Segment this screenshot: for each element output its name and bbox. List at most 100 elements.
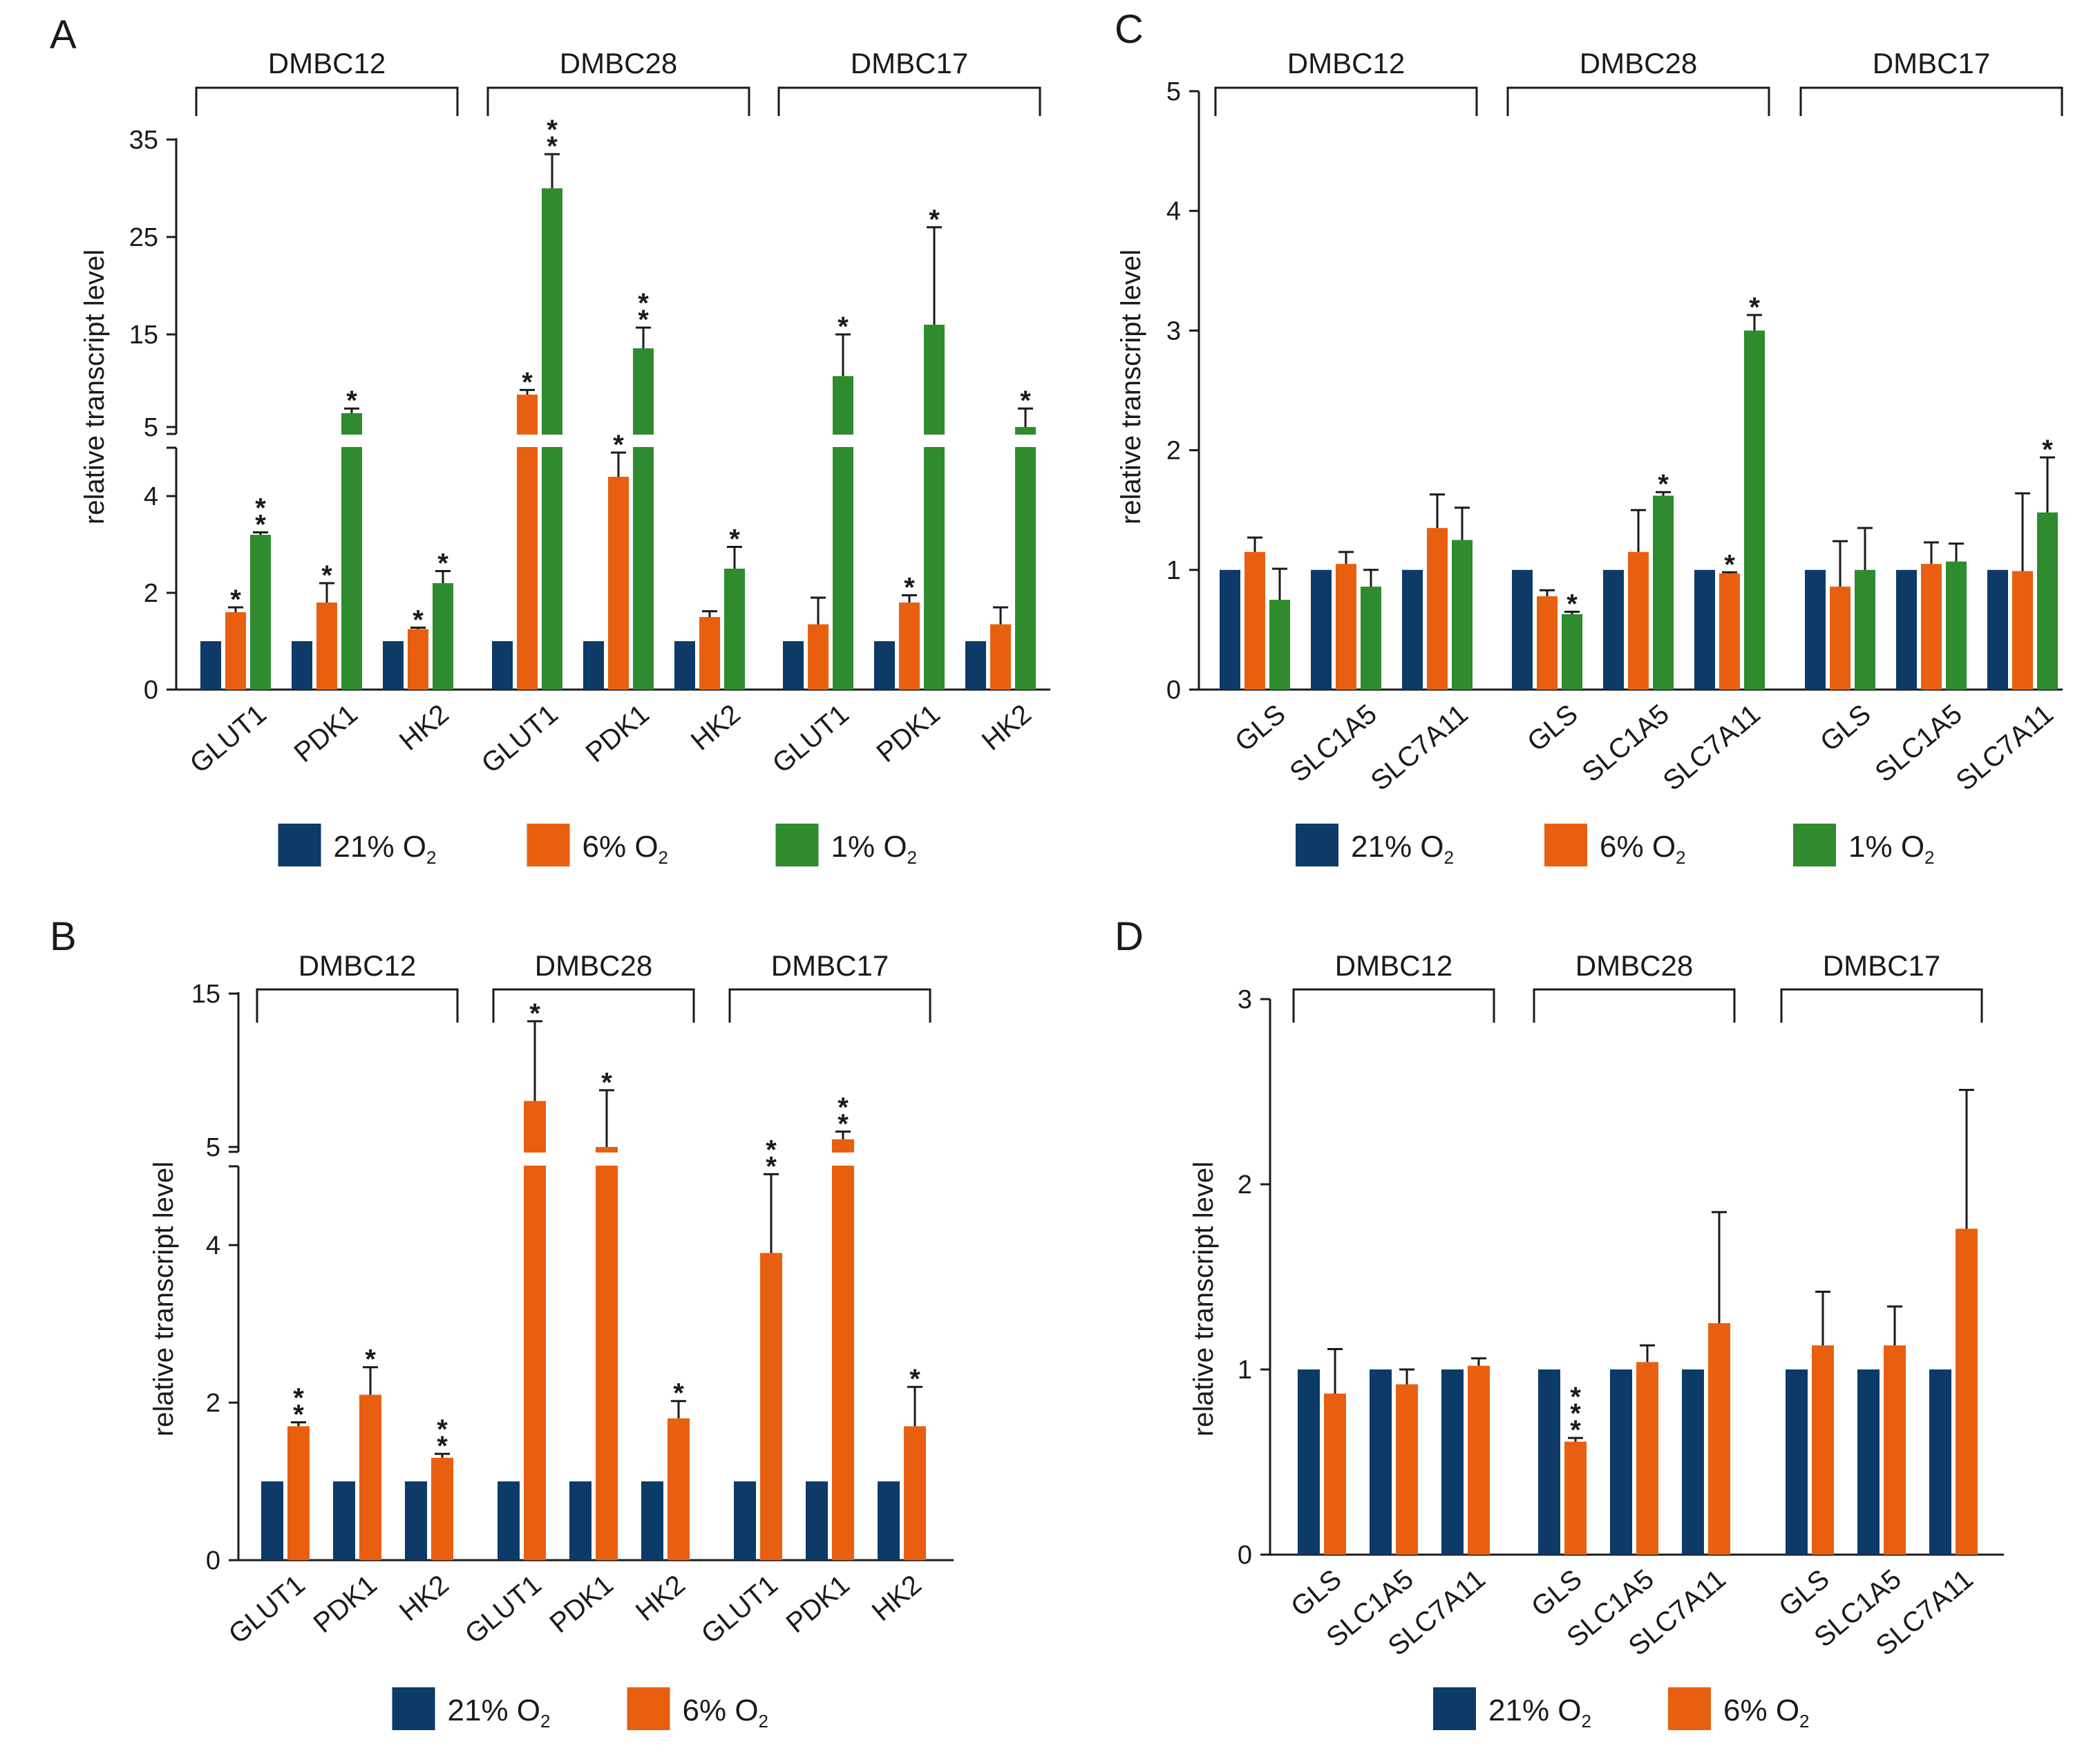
bar	[333, 1481, 355, 1560]
bar	[1857, 1369, 1880, 1555]
y-tick-label: 15	[191, 980, 220, 1009]
legend-subscript: 2	[1582, 1711, 1591, 1732]
legend-swatch	[775, 824, 819, 866]
bar	[2037, 512, 2058, 690]
legend-subscript: 2	[1799, 1711, 1809, 1732]
bar	[250, 535, 271, 690]
bar-axis-break	[341, 435, 363, 447]
significance-star: *	[837, 1109, 849, 1139]
bar	[608, 477, 629, 690]
significance-star: *	[346, 386, 357, 416]
legend-subscript: 2	[1924, 847, 1934, 868]
group-label: DMBC12	[1335, 949, 1452, 982]
bar	[1719, 573, 1740, 690]
significance-star: *	[613, 430, 624, 460]
bar	[1921, 564, 1942, 690]
significance-star: *	[2042, 435, 2053, 465]
bar	[1468, 1365, 1490, 1555]
bar	[783, 641, 804, 690]
significance-star: *	[638, 305, 649, 335]
bar	[492, 641, 513, 690]
panel-letter: C	[1115, 7, 1144, 52]
bar	[668, 1418, 690, 1560]
legend-label: 6% O2	[1723, 1694, 1810, 1732]
legend-label: 1% O2	[1848, 830, 1935, 868]
bar	[1538, 1369, 1560, 1555]
y-tick-label: 3	[1166, 316, 1181, 345]
bar	[734, 1481, 756, 1560]
significance-star: *	[729, 524, 740, 555]
bar	[316, 603, 337, 690]
bar	[341, 412, 362, 690]
bar	[1708, 1323, 1730, 1555]
bar	[2012, 571, 2033, 690]
bar-axis-break	[516, 435, 538, 447]
bar	[1537, 596, 1558, 690]
y-axis-label: relative transcript level	[79, 249, 110, 524]
bar	[498, 1481, 520, 1560]
legend-swatch	[1793, 824, 1836, 866]
bar	[899, 603, 920, 690]
y-tick-label: 5	[144, 413, 158, 442]
bar	[674, 641, 695, 690]
y-tick-label: 3	[1238, 985, 1252, 1014]
significance-star: *	[837, 1092, 849, 1123]
legend-subscript: 2	[907, 847, 917, 868]
bar-axis-break	[523, 1153, 547, 1166]
panel-letter: B	[50, 914, 77, 959]
group-bracket	[1799, 86, 2063, 116]
bar	[431, 1457, 453, 1560]
group-label: DMBC12	[268, 47, 386, 79]
y-axis-label: relative transcript level	[1189, 1161, 1219, 1436]
significance-star: *	[293, 1383, 304, 1414]
bar	[1884, 1345, 1906, 1555]
group-label: DMBC17	[1873, 47, 1990, 79]
bar	[633, 348, 654, 690]
significance-star: *	[766, 1151, 777, 1182]
bar	[1220, 569, 1240, 690]
y-tick-label: 1	[1166, 556, 1181, 585]
group-bracket	[195, 86, 459, 116]
bar	[1896, 569, 1917, 690]
bar	[405, 1481, 427, 1560]
y-tick-label: 15	[129, 321, 158, 350]
group-bracket	[492, 988, 695, 1023]
bar	[1653, 495, 1674, 690]
bar	[1324, 1393, 1346, 1555]
bar	[1830, 587, 1850, 690]
bar	[1562, 614, 1582, 690]
group-bracket	[486, 86, 750, 116]
group-label: DMBC17	[771, 949, 889, 982]
y-tick-label: 5	[206, 1133, 220, 1162]
bar	[1361, 587, 1381, 690]
y-tick-label: 4	[206, 1231, 220, 1260]
significance-star: *	[1566, 589, 1578, 619]
bar	[1512, 569, 1533, 690]
y-tick-label: 0	[144, 676, 158, 705]
significance-star: *	[1658, 469, 1669, 500]
bar	[641, 1481, 663, 1560]
bar-axis-break	[832, 435, 854, 447]
significance-star: *	[766, 1135, 777, 1165]
y-tick-label: 25	[129, 223, 158, 252]
legend-label: 1% O2	[831, 830, 918, 868]
y-axis-label: relative transcript level	[1116, 249, 1146, 524]
bar	[1452, 540, 1473, 690]
bar	[524, 1101, 546, 1560]
bar	[990, 624, 1011, 690]
significance-star: *	[1570, 1398, 1581, 1429]
bar	[832, 1139, 854, 1560]
significance-star: *	[638, 288, 649, 319]
bar	[261, 1481, 283, 1560]
significance-star: *	[293, 1400, 304, 1430]
bar	[760, 1253, 782, 1560]
bar	[1744, 330, 1765, 690]
significance-star: *	[1570, 1382, 1581, 1412]
significance-star: *	[547, 131, 558, 162]
y-tick-label: 5	[1166, 77, 1181, 106]
bar	[1244, 551, 1265, 690]
bar	[1956, 1229, 1978, 1555]
bar	[1682, 1369, 1704, 1555]
legend-label: 6% O2	[1600, 830, 1686, 868]
